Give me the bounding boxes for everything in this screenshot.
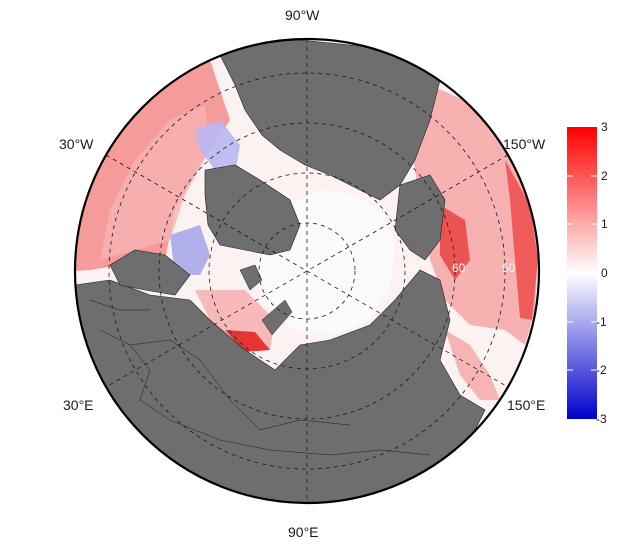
colorbar-label-0: 0 (601, 266, 608, 280)
colorbar-label-2: 2 (601, 169, 608, 183)
colorbar-label-neg3: -3 (596, 412, 607, 426)
lon-label-top: 90°W (285, 7, 320, 23)
colorbar-label-neg2: -2 (596, 363, 607, 377)
map-disc: 70 60 50 (75, 39, 539, 503)
north-pacific-edge (505, 160, 538, 320)
baffin-cold-anomaly (195, 120, 240, 175)
map-border (73, 37, 541, 505)
lon-label-upper-left: 30°W (59, 136, 94, 152)
greenland-sea-cold-anomaly (170, 225, 210, 275)
colorbar-label-neg1: -1 (596, 315, 607, 329)
graticule (105, 39, 509, 503)
land-scandinavia (109, 249, 191, 296)
lat-label-60: 60 (452, 261, 466, 275)
lat-label-70: 70 (405, 261, 419, 275)
okhotsk-anomaly (445, 330, 500, 400)
land-svalbard (239, 264, 263, 291)
borders (89, 299, 431, 456)
lat-label-50: 50 (502, 261, 516, 275)
land-novaya-zemlya (261, 299, 293, 336)
lon-label-upper-right: 150°W (503, 136, 546, 152)
colorbar-ticks (567, 175, 597, 371)
colorbar-label-1: 1 (601, 217, 608, 231)
kara-hotspot (225, 330, 270, 352)
lon-label-lower-right: 150°E (507, 397, 546, 413)
lon-label-lower-left: 30°E (63, 397, 94, 413)
colorbar-label-3: 3 (601, 120, 608, 134)
lon-label-bottom: 90°E (288, 524, 319, 540)
land-greenland (204, 164, 301, 256)
north-atlantic-inner (100, 105, 210, 260)
